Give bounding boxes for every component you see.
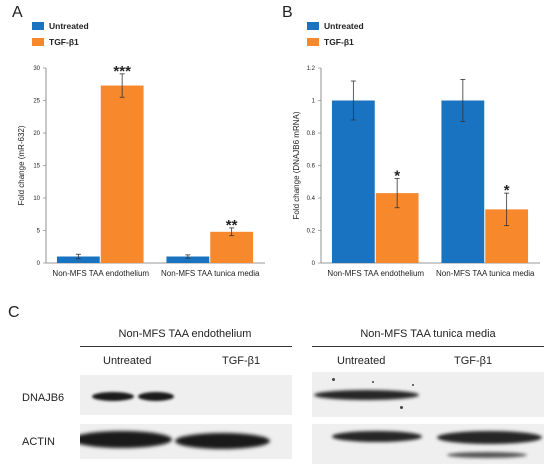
blot-group-rule-1 [80, 346, 292, 347]
blot-speckle [400, 406, 403, 409]
blot-band [80, 431, 172, 448]
bar [56, 256, 100, 263]
category-label: Non-MFS TAA endothelium [52, 269, 149, 278]
blot-speckle [412, 384, 414, 386]
category-label: Non-MFS TAA tunica media [436, 269, 535, 278]
legend-label: TGF-β1 [324, 37, 354, 47]
y-tick-label: 0 [37, 261, 41, 267]
blot-actin-left [80, 424, 292, 459]
blot-lane-untreated-2: Untreated [337, 355, 386, 367]
category-label: Non-MFS TAA tunica media [161, 269, 260, 278]
y-tick-label: 0.4 [307, 196, 316, 202]
bar [210, 231, 254, 263]
blot-band [92, 392, 134, 401]
y-tick-label: 0.6 [307, 164, 316, 170]
significance-label: * [504, 182, 510, 199]
blot-row-label-dnajb6: DNAJB6 [22, 392, 65, 404]
significance-label: * [394, 168, 400, 185]
y-tick-label: 10 [33, 196, 40, 202]
chart-a: Untreated TGF-β1 0 5 10 15 20 25 30 Fold change (… [17, 21, 265, 278]
blot-band [138, 392, 174, 401]
significance-label: ** [226, 217, 238, 234]
blot-speckle [332, 378, 335, 381]
y-tick-label: 30 [33, 66, 40, 72]
legend-label: TGF-β1 [49, 37, 79, 47]
y-tick-label: 0.2 [307, 229, 316, 235]
blot-group-rule-2 [312, 346, 544, 347]
significance-label: *** [113, 63, 131, 80]
blot-band [332, 431, 422, 442]
y-tick-label: 5 [37, 229, 41, 235]
blot-speckle [372, 381, 374, 383]
blot-actin-right [312, 424, 544, 464]
blot-group-title-1: Non-MFS TAA endothelium [118, 328, 252, 340]
y-tick-label: 20 [33, 131, 40, 137]
legend-label: Untreated [49, 21, 89, 31]
y-tick-label: 1 [312, 99, 316, 105]
bar [166, 256, 210, 263]
bar [441, 100, 485, 263]
bar [100, 85, 144, 263]
y-tick-label: 15 [33, 164, 40, 170]
blot-band [175, 433, 270, 449]
legend-swatch [307, 22, 319, 30]
blot-band [447, 452, 527, 458]
y-axis-label: Fold change (mR-632) [17, 125, 26, 205]
blot-lane-tgf-1: TGF-β1 [222, 355, 261, 367]
blot-row-label-actin: ACTIN [22, 436, 55, 448]
y-tick-label: 25 [33, 99, 40, 105]
blot-group-title-2: Non-MFS TAA tunica media [360, 328, 496, 340]
blot-band [314, 390, 419, 400]
y-tick-label: 0.8 [307, 131, 316, 137]
legend-swatch [307, 38, 319, 46]
category-label: Non-MFS TAA endothelium [327, 269, 424, 278]
chart-b: Untreated TGF-β1 0 0.2 0.4 0.6 0.8 1 1.2 Fold cha… [292, 21, 540, 278]
panel-label-b: B [282, 4, 293, 21]
legend-swatch [32, 22, 44, 30]
blot-dnajb6-right [312, 372, 544, 417]
panel-label-a: A [12, 4, 23, 21]
blot-lane-tgf-2: TGF-β1 [454, 355, 493, 367]
y-axis-label: Fold change (DNAJB6 mRNA) [292, 111, 301, 219]
bar [331, 100, 375, 263]
blot-dnajb6-left [80, 375, 292, 415]
legend-swatch [32, 38, 44, 46]
blot-lane-untreated-1: Untreated [103, 355, 152, 367]
legend-label: Untreated [324, 21, 364, 31]
y-tick-label: 1.2 [307, 66, 316, 72]
blot-band [437, 431, 542, 444]
panel-label-c: C [8, 304, 20, 321]
y-tick-label: 0 [312, 261, 316, 267]
